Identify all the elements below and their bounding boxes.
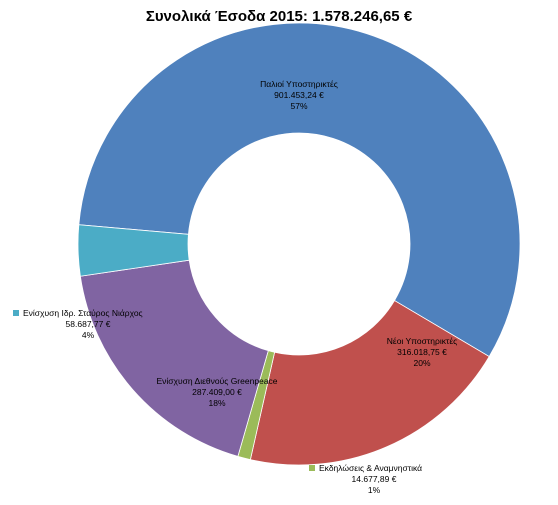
slice-2-value-label: 316.018,75 €	[397, 347, 447, 357]
slice-4-value-label: 287.409,00 €	[192, 387, 242, 397]
slice-4-name-label: Ενίσχυση Διεθνούς Greenpeace	[157, 376, 278, 386]
slice-5-name-label: Ενίσχυση Ιδρ. Σταύρος Νιάρχος	[23, 308, 143, 318]
slice-1-name-label: Παλιοί Υποστηρικτές	[260, 79, 338, 89]
slice-3-name-label: Εκδηλώσεις & Αναμνηστικά	[319, 463, 422, 473]
slice-4-percent-label: 18%	[208, 398, 225, 408]
slice-1	[78, 22, 521, 358]
slice-5-percent-label: 4%	[82, 330, 95, 340]
slice-5-value-label: 58.687,77 €	[66, 319, 111, 329]
chart-title: Συνολικά Έσοδα 2015: 1.578.246,65 €	[146, 8, 413, 25]
slice-1-percent-label: 57%	[290, 101, 307, 111]
slice-1-value-label: 901.453,24 €	[274, 90, 324, 100]
slice-3-percent-label: 1%	[368, 485, 381, 495]
slice-2	[249, 299, 490, 466]
slice-3-marker	[309, 465, 315, 471]
slice-3-value-label: 14.677,89 €	[352, 474, 397, 484]
slice-2-name-label: Νέοι Υποστηρικτές	[387, 336, 457, 346]
slice-5	[77, 224, 190, 277]
slice-4	[79, 259, 269, 457]
slice-2-percent-label: 20%	[413, 358, 430, 368]
slice-5-marker	[13, 310, 19, 316]
